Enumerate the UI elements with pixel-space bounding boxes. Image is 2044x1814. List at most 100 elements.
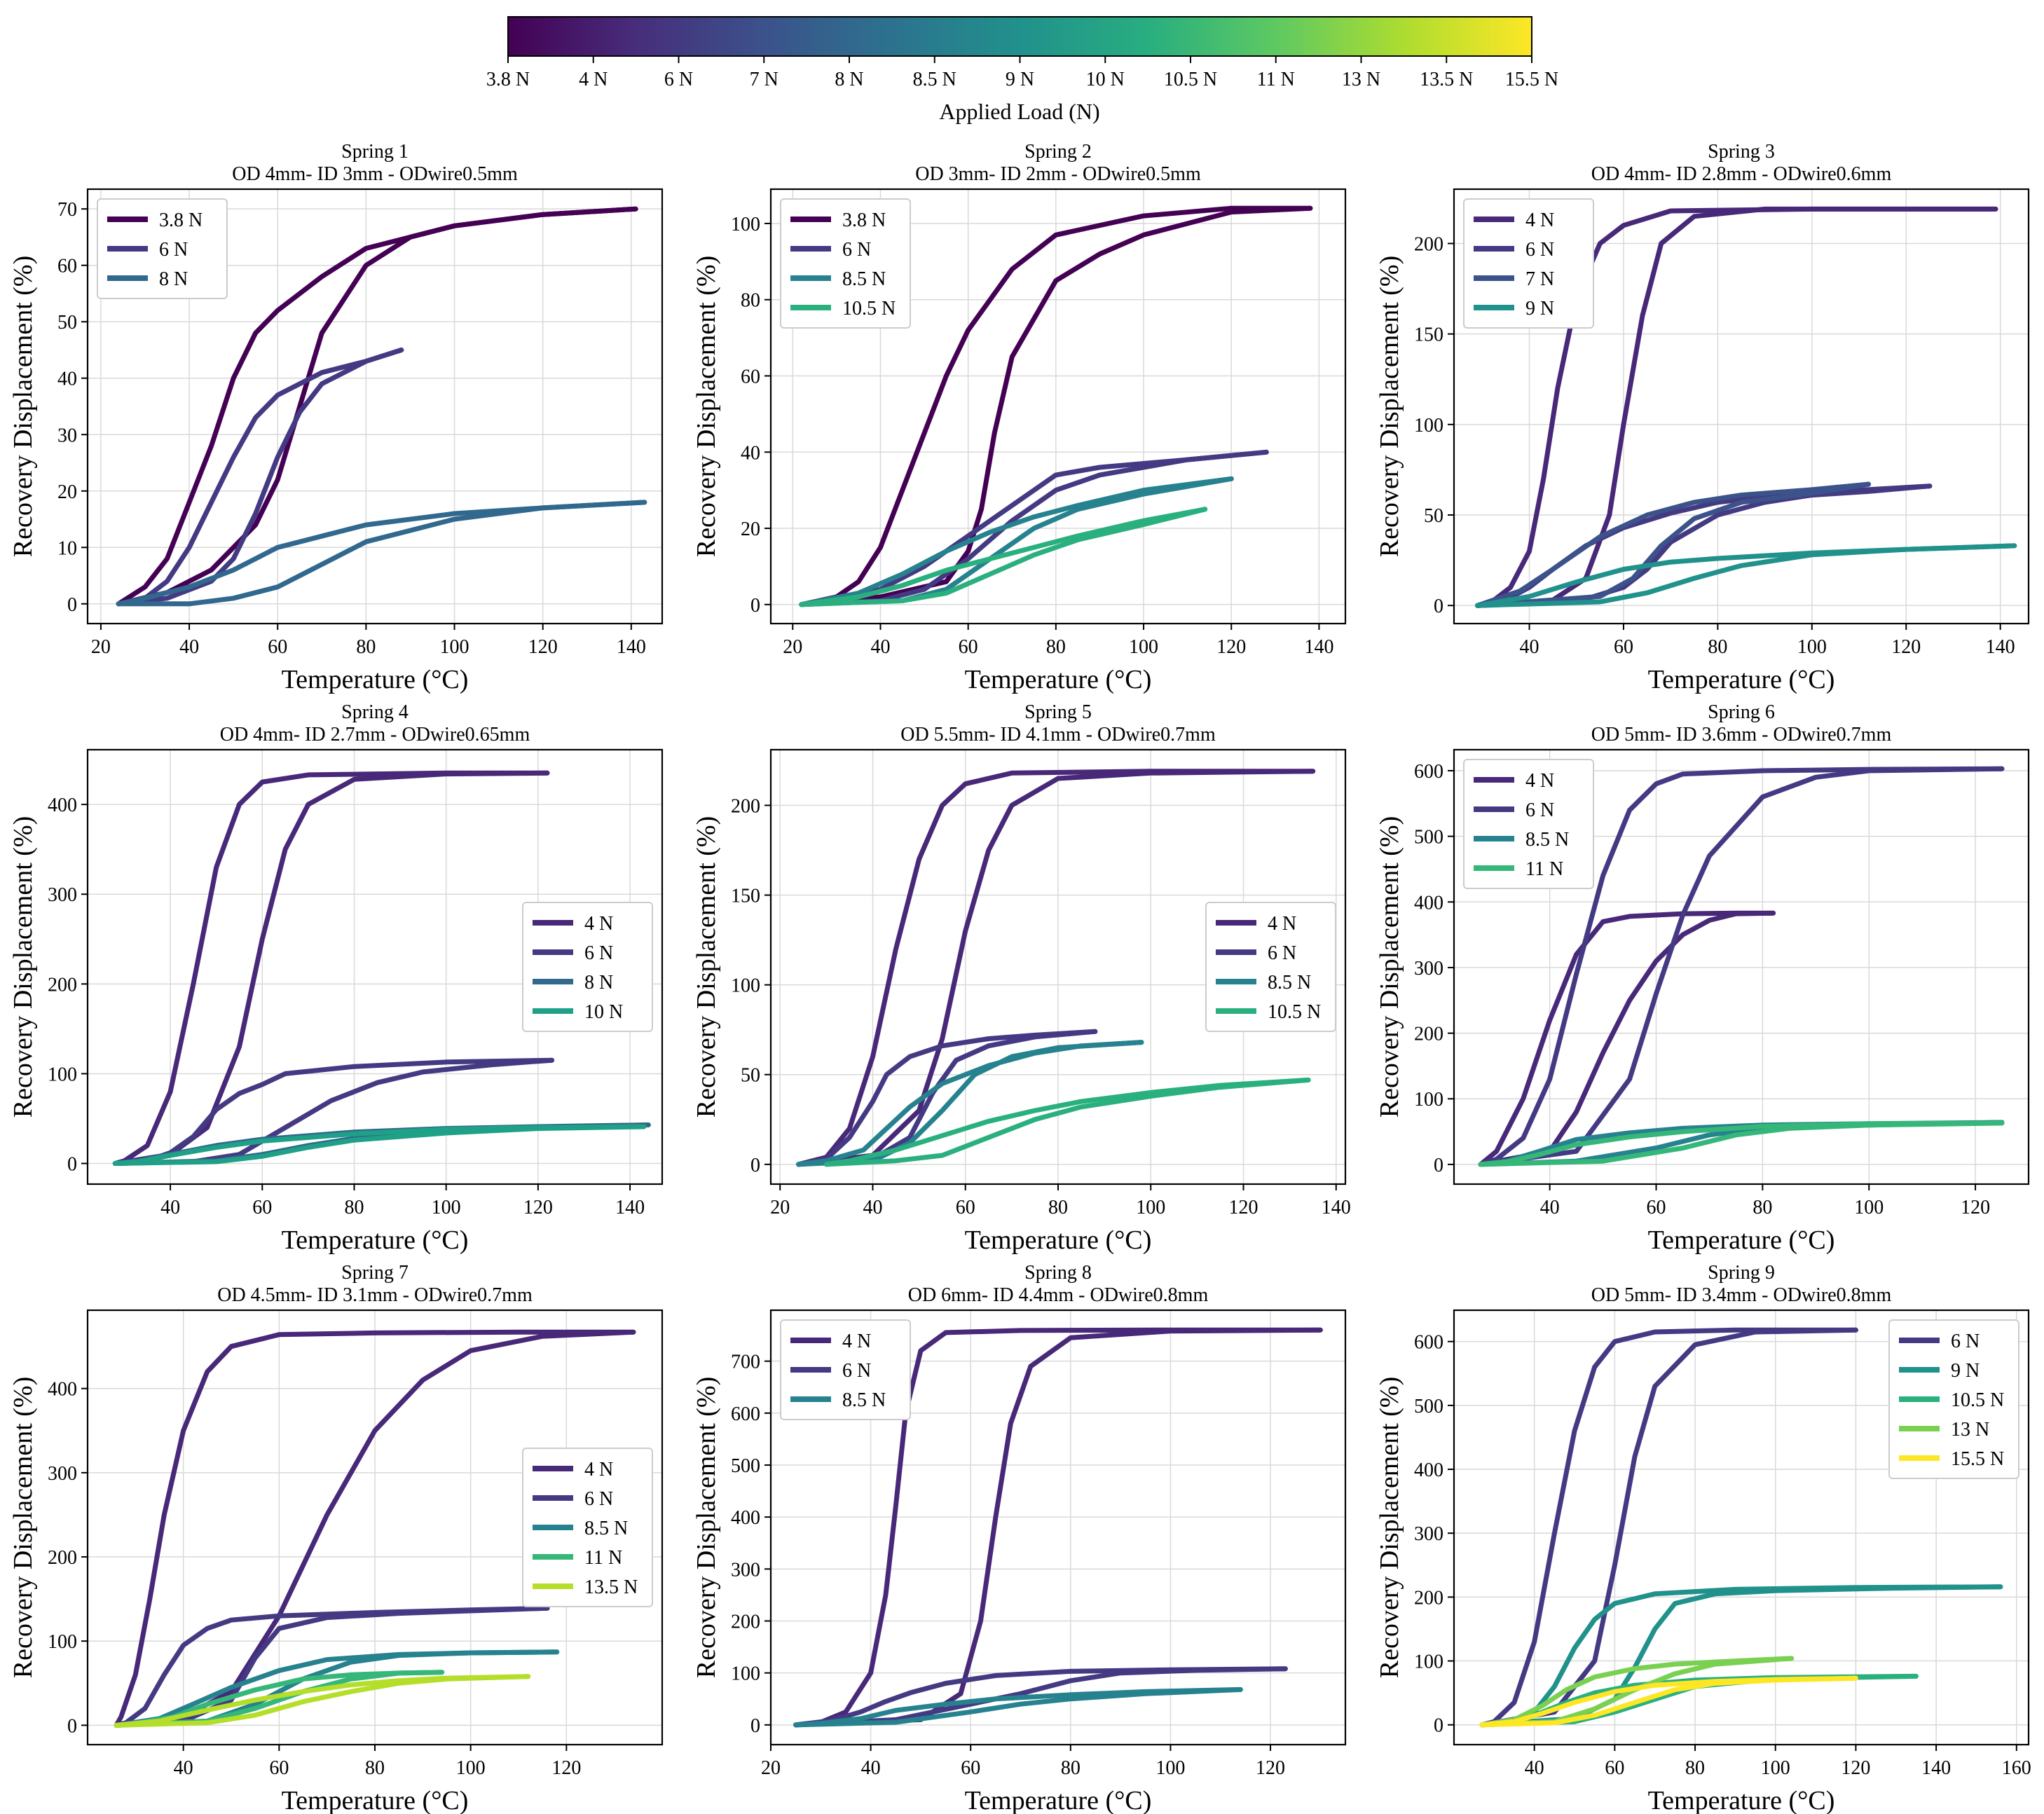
legend: 4 N 6 N 7 N 9 N bbox=[1463, 198, 1594, 329]
y-tick-label: 200 bbox=[731, 795, 760, 817]
colorbar-label: 6 N bbox=[664, 69, 693, 90]
legend-label: 8.5 N bbox=[1268, 972, 1311, 994]
panel-title: Spring 4 bbox=[341, 701, 409, 723]
legend-label: 7 N bbox=[1525, 268, 1554, 290]
legend-label: 8 N bbox=[159, 268, 188, 290]
y-tick-label: 200 bbox=[1414, 1587, 1443, 1609]
x-tick-label: 20 bbox=[761, 1757, 781, 1779]
series-curve-cooling bbox=[1478, 766, 2005, 1167]
legend-label: 3.8 N bbox=[159, 209, 203, 231]
series-curve-cooling bbox=[793, 1327, 1323, 1728]
legend-label: 6 N bbox=[584, 1488, 613, 1510]
x-axis-label: Temperature (°C) bbox=[1648, 665, 1835, 694]
series-curve-cooling bbox=[793, 1686, 1243, 1728]
y-tick-label: 100 bbox=[731, 1663, 760, 1685]
axes-frame bbox=[1453, 1309, 2030, 1746]
x-tick-label: 80 bbox=[344, 1197, 364, 1218]
y-tick-label: 0 bbox=[67, 1715, 77, 1737]
colorbar-ticks: 3.8 N 4 N 6 N 7 N 8 N 8.5 N 9 N 10 N 10.5 N 11 N 1… bbox=[486, 56, 1558, 90]
y-tick-label: 300 bbox=[1414, 958, 1443, 980]
x-tick-label: 160 bbox=[2002, 1757, 2031, 1779]
x-tick-label: 20 bbox=[770, 1197, 790, 1218]
panel-title: Spring 1 bbox=[341, 141, 409, 163]
y-tick-label: 400 bbox=[48, 1379, 77, 1401]
x-tick-label: 20 bbox=[91, 636, 111, 658]
y-tick-label: 400 bbox=[1414, 1459, 1443, 1481]
x-tick-label: 120 bbox=[1891, 636, 1921, 658]
colorbar-title: Applied Load (N) bbox=[939, 99, 1099, 124]
legend-label: 4 N bbox=[584, 913, 613, 935]
y-tick-label: 100 bbox=[48, 1631, 77, 1653]
series-group bbox=[114, 1329, 636, 1728]
series-curve-heating bbox=[1475, 206, 1998, 608]
y-tick-label: 300 bbox=[48, 884, 77, 906]
legend: 4 N 6 N 8.5 N 10.5 N bbox=[1205, 902, 1336, 1032]
y-tick-label: 400 bbox=[48, 795, 77, 816]
x-tick-label: 140 bbox=[1322, 1197, 1351, 1218]
x-tick-label: 40 bbox=[174, 1757, 193, 1779]
series-curve-cooling bbox=[116, 348, 404, 607]
series-curve-cooling bbox=[1475, 483, 1933, 608]
x-tick-label: 40 bbox=[1540, 1197, 1560, 1218]
series-curve-cooling bbox=[796, 1040, 1144, 1167]
x-tick-label: 80 bbox=[1753, 1197, 1772, 1218]
legend-label: 13.5 N bbox=[584, 1576, 638, 1598]
legend-label: 6 N bbox=[842, 1360, 871, 1382]
y-axis-label: Recovery Displacement (%) bbox=[1375, 1377, 1404, 1679]
x-tick-label: 60 bbox=[961, 1757, 980, 1779]
legend: 4 N 6 N 8.5 N bbox=[780, 1319, 911, 1420]
x-tick-label: 20 bbox=[783, 636, 802, 658]
legend-label: 10.5 N bbox=[1268, 1001, 1321, 1023]
series-curve-cooling bbox=[114, 1649, 560, 1728]
colorbar-label: 15.5 N bbox=[1505, 69, 1558, 90]
series-curve-cooling bbox=[823, 1077, 1311, 1167]
legend-box bbox=[1205, 902, 1336, 1032]
x-tick-label: 120 bbox=[1229, 1197, 1258, 1218]
x-tick-label: 100 bbox=[1797, 636, 1827, 658]
y-tick-label: 0 bbox=[750, 1715, 760, 1737]
series-curve-heating bbox=[799, 507, 1208, 607]
y-tick-label: 20 bbox=[741, 518, 760, 540]
x-tick-label: 120 bbox=[528, 636, 558, 658]
colorbar: 3.8 N 4 N 6 N 7 N 8 N 8.5 N 9 N 10 N 10.5 N 11 N 1… bbox=[486, 16, 1558, 124]
x-tick-label: 80 bbox=[356, 636, 376, 658]
series-curve-cooling bbox=[799, 205, 1313, 607]
series-curve-cooling bbox=[1475, 543, 2017, 608]
y-axis-label: Recovery Displacement (%) bbox=[8, 1377, 38, 1679]
spring-panel: Spring 5OD 5.5mm- ID 4.1mm - ODwire0.7mm… bbox=[692, 701, 1351, 1255]
series-group bbox=[793, 1327, 1323, 1728]
y-tick-label: 200 bbox=[48, 974, 77, 996]
y-tick-label: 50 bbox=[1424, 505, 1443, 527]
y-tick-label: 0 bbox=[1434, 1715, 1443, 1737]
colorbar-label: 4 N bbox=[579, 69, 608, 90]
panel-subtitle: OD 5mm- ID 3.4mm - ODwire0.8mm bbox=[1591, 1284, 1892, 1306]
x-tick-label: 40 bbox=[863, 1197, 882, 1218]
x-tick-label: 120 bbox=[1961, 1197, 1990, 1218]
legend-label: 6 N bbox=[1951, 1331, 1980, 1352]
x-tick-label: 120 bbox=[1841, 1757, 1870, 1779]
series-group bbox=[796, 769, 1316, 1167]
series-curve-heating bbox=[1478, 766, 2005, 1167]
axes-frame bbox=[1453, 748, 2030, 1186]
legend-box bbox=[522, 1448, 653, 1607]
x-tick-label: 140 bbox=[615, 1197, 645, 1218]
x-tick-label: 140 bbox=[617, 636, 646, 658]
panel-subtitle: OD 3mm- ID 2mm - ODwire0.5mm bbox=[915, 163, 1201, 185]
x-tick-label: 60 bbox=[252, 1197, 272, 1218]
panel-title: Spring 8 bbox=[1024, 1262, 1092, 1284]
y-tick-label: 500 bbox=[731, 1455, 760, 1477]
y-axis-label: Recovery Displacement (%) bbox=[8, 816, 38, 1118]
y-tick-label: 600 bbox=[731, 1403, 760, 1425]
y-tick-label: 700 bbox=[731, 1352, 760, 1373]
legend-label: 10.5 N bbox=[842, 298, 896, 319]
x-tick-label: 40 bbox=[870, 636, 890, 658]
axes-frame bbox=[86, 748, 664, 1186]
series-curve-cooling bbox=[114, 1329, 636, 1728]
x-axis-label: Temperature (°C) bbox=[965, 665, 1152, 694]
y-axis-label: Recovery Displacement (%) bbox=[692, 256, 721, 558]
panel-title: Spring 7 bbox=[341, 1262, 409, 1284]
y-tick-label: 100 bbox=[48, 1064, 77, 1085]
y-tick-label: 500 bbox=[1414, 1396, 1443, 1417]
legend-label: 6 N bbox=[159, 239, 188, 261]
